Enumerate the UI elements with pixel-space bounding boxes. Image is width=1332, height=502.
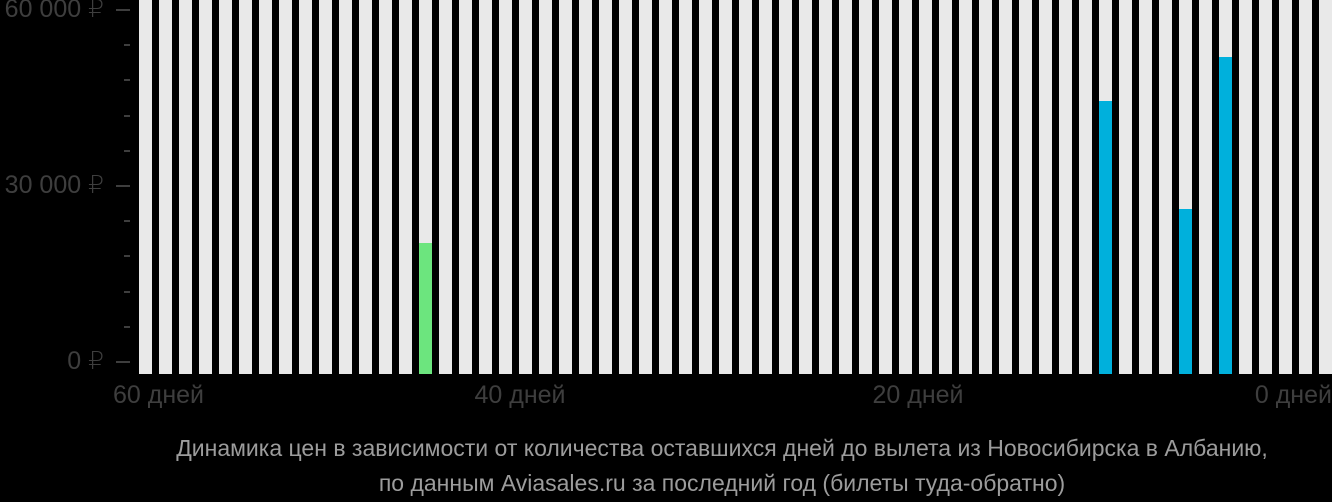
plot-area [139,0,1332,374]
y-tick-label-60000: 60 000 ₽ [4,0,104,23]
bar-slot-day-55 [239,0,252,374]
bar-slot-day-16 [1019,0,1032,374]
bar-slot-day-10 [1139,0,1152,374]
bar-slot-day-17 [999,0,1012,374]
bar-slot-day-22 [899,0,912,374]
bar-slot-day-8 [1179,0,1192,374]
bar-slot-day-57 [199,0,212,374]
y-major-tick-60000 [116,9,130,11]
bar-slot-day-20 [939,0,952,374]
bar-slot-day-47 [399,0,412,374]
bar-slot-day-31 [719,0,732,374]
bar-slot-day-39 [559,0,572,374]
bar-slot-day-51 [319,0,332,374]
bar-slot-day-36 [619,0,632,374]
bar-slot-day-40 [539,0,552,374]
bar-slot-day-18 [979,0,992,374]
bar-slot-day-13 [1079,0,1092,374]
caption-line-1: Динамика цен в зависимости от количества… [176,435,1268,461]
bar-slot-day-56 [219,0,232,374]
bar-slot-day-49 [359,0,372,374]
bar-slot-day-42 [499,0,512,374]
bar-slot-day-54 [259,0,272,374]
bar-slot-day-9 [1159,0,1172,374]
bar-slot-day-2 [1299,0,1312,374]
bar-slot-day-25 [839,0,852,374]
bar-slot-day-37 [599,0,612,374]
y-minor-tick-42000 [124,114,130,117]
bar-slot-day-60 [139,0,152,374]
bar-slot-day-38 [579,0,592,374]
price-bar-day-46 [419,242,432,374]
bar-slot-day-32 [699,0,712,374]
y-minor-tick-6000 [124,325,130,328]
bar-slot-day-30 [739,0,752,374]
bar-slot-day-59 [159,0,172,374]
bar-slot-day-48 [379,0,392,374]
bar-slot-day-4 [1259,0,1272,374]
x-tick-label-40-days: 40 дней [474,381,566,409]
bar-slot-day-12 [1099,0,1112,374]
bar-slot-day-45 [439,0,452,374]
y-minor-tick-18000 [124,255,130,258]
bar-slot-day-21 [919,0,932,374]
bar-slot-day-14 [1059,0,1072,374]
bar-slot-day-7 [1199,0,1212,374]
caption-line-2: по данным Aviasales.ru за последний год … [378,470,1066,496]
bar-slot-day-1 [1319,0,1332,374]
bar-slot-day-43 [479,0,492,374]
bar-slot-day-26 [819,0,832,374]
x-tick-label-60-days: 60 дней [113,381,205,409]
bar-slot-day-35 [639,0,652,374]
chart-caption: Динамика цен в зависимости от количества… [112,431,1332,501]
y-minor-tick-54000 [124,44,130,47]
bar-slot-day-6 [1219,0,1232,374]
bar-slot-day-19 [959,0,972,374]
y-tick-label-30000: 30 000 ₽ [4,170,104,199]
bar-slot-day-5 [1239,0,1252,374]
y-major-tick-0 [116,361,130,363]
y-minor-tick-24000 [124,220,130,223]
x-tick-label-20-days: 20 дней [872,381,964,409]
bar-slot-day-23 [879,0,892,374]
bar-slot-day-41 [519,0,532,374]
price-bar-day-8 [1179,208,1192,374]
bar-slot-day-11 [1119,0,1132,374]
price-bar-day-6 [1219,56,1232,374]
y-minor-tick-48000 [124,79,130,82]
y-minor-tick-36000 [124,149,130,152]
bar-slot-day-46 [419,0,432,374]
bar-slot-day-3 [1279,0,1292,374]
bar-slot-day-29 [759,0,772,374]
y-tick-label-0: 0 ₽ [67,346,104,375]
price-bar-day-12 [1099,100,1112,374]
y-minor-tick-12000 [124,290,130,293]
x-tick-label-0-days: 0 дней [1254,381,1332,409]
bar-slot-day-34 [659,0,672,374]
bar-slot-day-27 [799,0,812,374]
bar-slot-day-50 [339,0,352,374]
y-major-tick-30000 [116,185,130,187]
bar-slot-day-33 [679,0,692,374]
bar-slot-day-44 [459,0,472,374]
bar-slot-day-53 [279,0,292,374]
bar-slot-day-28 [779,0,792,374]
bar-slot-day-58 [179,0,192,374]
bar-slot-day-52 [299,0,312,374]
bar-slot-day-15 [1039,0,1052,374]
bar-slot-day-24 [859,0,872,374]
